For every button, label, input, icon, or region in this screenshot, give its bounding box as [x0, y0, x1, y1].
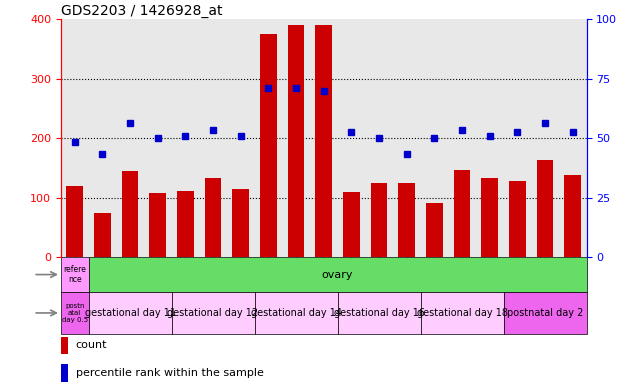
Text: refere
nce: refere nce — [63, 265, 86, 284]
Bar — [122, 171, 138, 257]
Bar — [509, 181, 526, 257]
Bar — [481, 178, 498, 257]
Bar — [454, 170, 470, 257]
Bar — [94, 213, 111, 257]
Bar — [537, 160, 553, 257]
Bar — [420, 292, 504, 334]
Bar — [61, 257, 88, 292]
Text: postn
atal
day 0.5: postn atal day 0.5 — [62, 303, 88, 323]
Bar — [343, 192, 360, 257]
Text: gestational day 14: gestational day 14 — [251, 308, 342, 318]
Text: percentile rank within the sample: percentile rank within the sample — [76, 368, 263, 378]
Bar — [177, 190, 194, 257]
Bar — [254, 292, 338, 334]
Bar — [315, 25, 332, 257]
Bar — [233, 189, 249, 257]
Text: gestational day 18: gestational day 18 — [417, 308, 508, 318]
Text: count: count — [76, 340, 107, 350]
Text: gestational day 12: gestational day 12 — [167, 308, 258, 318]
Bar — [564, 175, 581, 257]
Bar — [61, 292, 88, 334]
Bar — [61, 336, 67, 354]
Bar — [88, 292, 172, 334]
Bar — [149, 193, 166, 257]
Bar — [288, 25, 304, 257]
Bar — [172, 292, 254, 334]
Text: gestational day 11: gestational day 11 — [85, 308, 176, 318]
Text: postnatal day 2: postnatal day 2 — [507, 308, 583, 318]
Bar — [260, 34, 277, 257]
Bar — [67, 186, 83, 257]
Text: ovary: ovary — [322, 270, 353, 280]
Bar — [370, 183, 387, 257]
Text: gestational day 16: gestational day 16 — [333, 308, 424, 318]
Bar — [504, 292, 587, 334]
Bar — [338, 292, 420, 334]
Bar — [61, 364, 67, 382]
Bar — [204, 178, 221, 257]
Bar — [399, 183, 415, 257]
Text: GDS2203 / 1426928_at: GDS2203 / 1426928_at — [61, 4, 222, 18]
Bar — [426, 202, 443, 257]
